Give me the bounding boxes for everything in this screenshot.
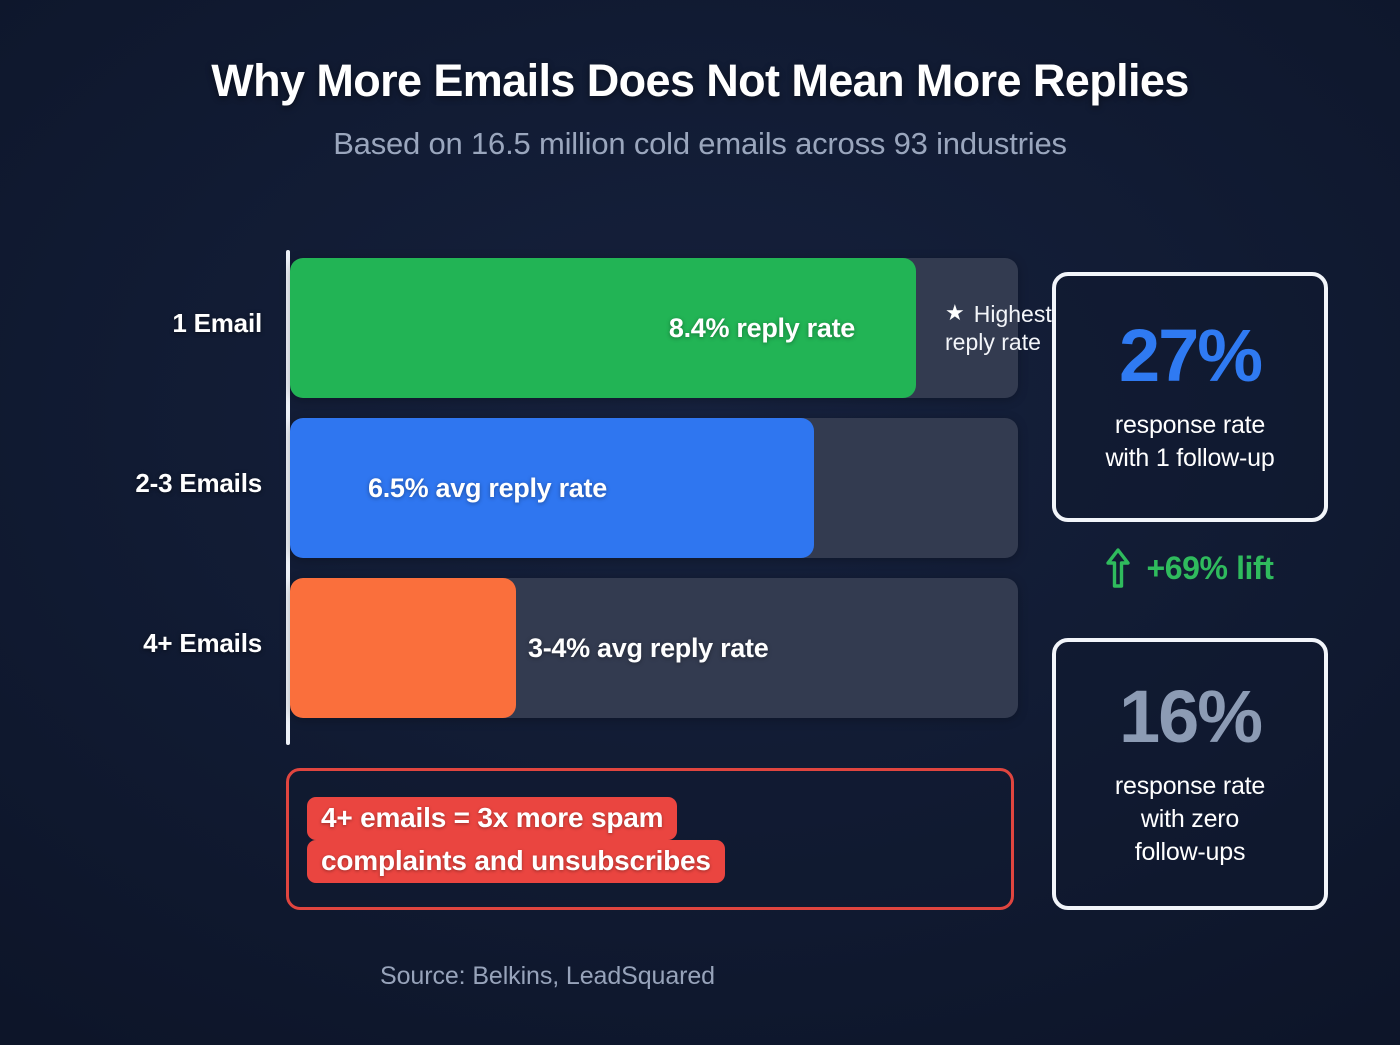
bar-fill	[290, 258, 917, 398]
lift-indicator: +69% lift	[1052, 548, 1328, 588]
stat-caption: response rate with zero follow-ups	[1114, 771, 1266, 866]
bar-track	[290, 418, 1018, 558]
badge-line-1: Highest	[973, 300, 1052, 327]
chart-axis-line	[286, 250, 290, 745]
bar-category-label: 1 Email	[172, 308, 262, 338]
chart-row: 1 Email 8.4% reply rate ★ Highest reply …	[80, 250, 1052, 405]
spam-warning-box: 4+ emails = 3x more spam complaints and …	[286, 768, 1014, 910]
source-caption: Source: Belkins, LeadSquared	[380, 962, 715, 990]
bar-track	[290, 258, 1018, 398]
star-icon: ★	[945, 299, 965, 325]
badge-line-2: reply rate	[945, 329, 1041, 355]
bar-value-label: 3-4% avg reply rate	[528, 632, 769, 663]
header: Why More Emails Does Not Mean More Repli…	[0, 55, 1400, 162]
bar-fill	[290, 418, 815, 558]
bar-value-label: 6.5% avg reply rate	[368, 472, 607, 503]
stat-card-with-followup: 27% response rate with 1 follow-up	[1052, 272, 1328, 522]
bar-category-label: 4+ Emails	[143, 628, 262, 658]
up-arrow-icon	[1106, 548, 1131, 588]
bar-chart: 1 Email 8.4% reply rate ★ Highest reply …	[80, 250, 1052, 750]
chart-row: 2-3 Emails 6.5% avg reply rate	[80, 410, 1030, 565]
warning-line-1: 4+ emails = 3x more spam	[307, 796, 1011, 840]
stat-card-zero-followups: 16% response rate with zero follow-ups	[1052, 638, 1328, 910]
bar-value-label: 8.4% reply rate	[668, 312, 855, 343]
bar-fill	[290, 578, 516, 718]
stat-caption: response rate with 1 follow-up	[1105, 411, 1275, 472]
bar-track	[290, 578, 1018, 718]
warning-line-2: complaints and unsubscribes	[307, 839, 1011, 883]
highest-reply-rate-badge: ★ Highest reply rate	[945, 258, 1052, 398]
stat-number: 16%	[1118, 674, 1263, 758]
lift-text: +69% lift	[1146, 549, 1274, 586]
page-subtitle: Based on 16.5 million cold emails across…	[333, 126, 1067, 162]
stat-number: 27%	[1118, 314, 1263, 397]
bar-category-label: 2-3 Emails	[135, 468, 262, 498]
page-title: Why More Emails Does Not Mean More Repli…	[211, 55, 1189, 106]
chart-row: 4+ Emails 3-4% avg reply rate	[80, 570, 1030, 725]
